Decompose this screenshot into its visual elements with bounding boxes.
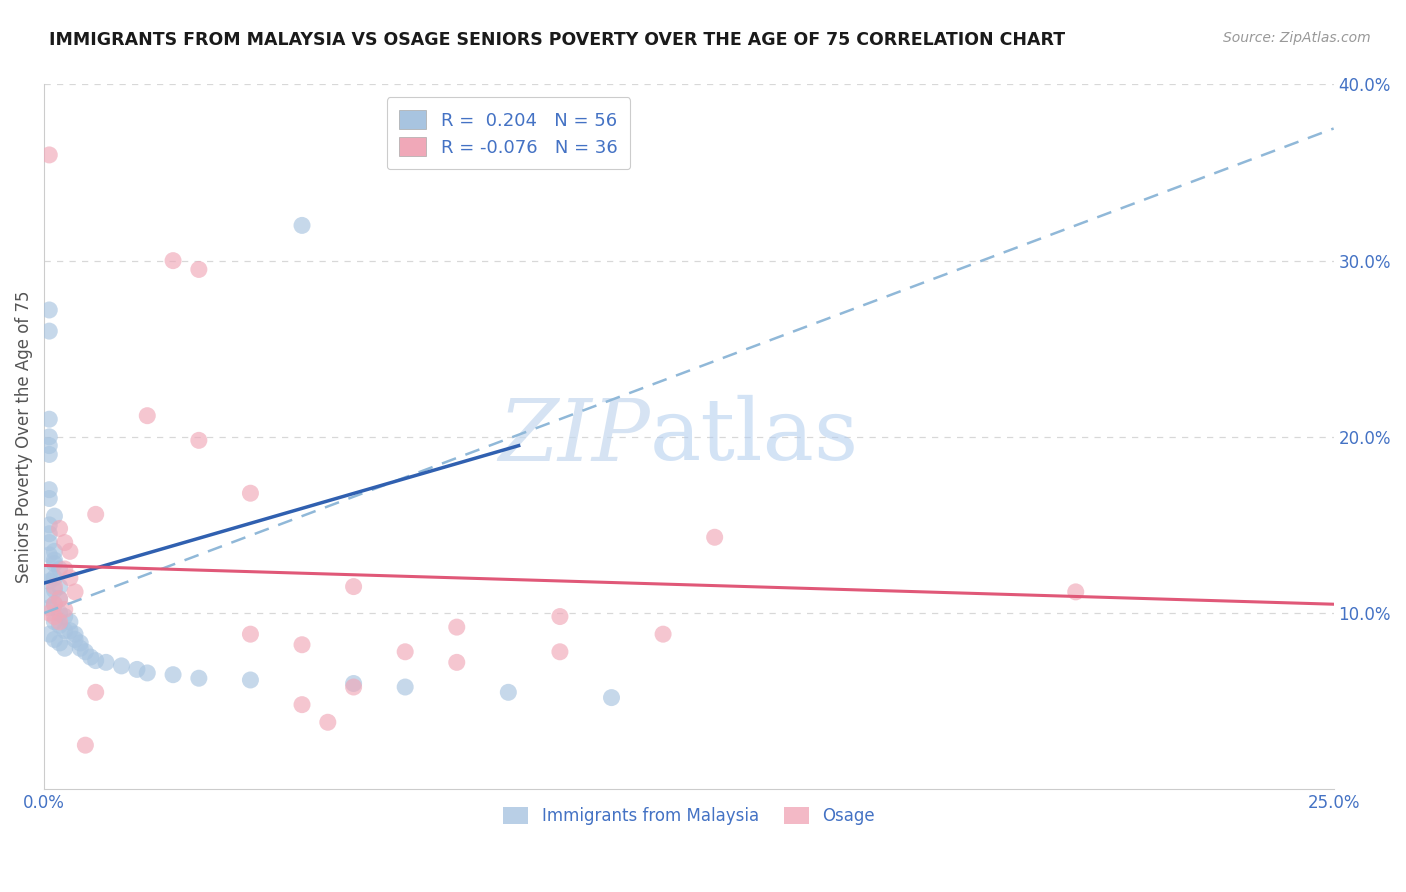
Point <box>38 483 60 497</box>
Point <box>75 738 97 752</box>
Point <box>162 667 184 681</box>
Point <box>63 627 86 641</box>
Text: IMMIGRANTS FROM MALAYSIA VS OSAGE SENIORS POVERTY OVER THE AGE OF 75 CORRELATION: IMMIGRANTS FROM MALAYSIA VS OSAGE SENIOR… <box>49 31 1066 49</box>
Point <box>38 588 60 602</box>
Point <box>548 645 571 659</box>
Point <box>48 591 70 606</box>
Point <box>44 553 66 567</box>
Point <box>44 557 66 571</box>
Point <box>48 618 70 632</box>
Point <box>48 591 70 606</box>
Point <box>38 574 60 589</box>
Point <box>44 544 66 558</box>
Point <box>600 690 623 705</box>
Point <box>84 508 107 522</box>
Point <box>291 638 314 652</box>
Text: ZIP: ZIP <box>498 395 650 478</box>
Point <box>69 636 91 650</box>
Point <box>498 685 520 699</box>
Point <box>48 606 70 620</box>
Point <box>446 656 468 670</box>
Point <box>63 585 86 599</box>
Point <box>110 659 132 673</box>
Point <box>316 715 339 730</box>
Point <box>44 597 66 611</box>
Point <box>38 567 60 582</box>
Point <box>53 624 76 638</box>
Point <box>38 600 60 615</box>
Point <box>44 580 66 594</box>
Point <box>342 680 364 694</box>
Point <box>187 434 209 448</box>
Point <box>38 430 60 444</box>
Point <box>38 548 60 562</box>
Point <box>162 253 184 268</box>
Point <box>38 148 60 162</box>
Point <box>84 685 107 699</box>
Point <box>53 562 76 576</box>
Point <box>342 676 364 690</box>
Point <box>48 636 70 650</box>
Point <box>239 486 262 500</box>
Point <box>239 627 262 641</box>
Point <box>63 632 86 647</box>
Point <box>291 219 314 233</box>
Point <box>69 641 91 656</box>
Point <box>38 412 60 426</box>
Legend: Immigrants from Malaysia, Osage: Immigrants from Malaysia, Osage <box>495 799 883 834</box>
Point <box>44 571 66 585</box>
Point <box>38 302 60 317</box>
Point <box>59 615 82 629</box>
Point <box>703 530 725 544</box>
Point <box>44 583 66 598</box>
Point <box>125 662 148 676</box>
Point <box>53 641 76 656</box>
Point <box>548 609 571 624</box>
Point <box>94 656 117 670</box>
Point <box>59 571 82 585</box>
Point <box>38 491 60 506</box>
Point <box>38 324 60 338</box>
Text: atlas: atlas <box>650 395 859 478</box>
Point <box>291 698 314 712</box>
Point <box>44 632 66 647</box>
Point <box>84 654 107 668</box>
Point <box>1064 585 1087 599</box>
Point <box>446 620 468 634</box>
Point <box>38 535 60 549</box>
Point <box>38 447 60 461</box>
Point <box>59 544 82 558</box>
Point <box>38 627 60 641</box>
Point <box>53 609 76 624</box>
Point <box>38 526 60 541</box>
Point <box>394 680 416 694</box>
Point <box>44 615 66 629</box>
Point <box>53 602 76 616</box>
Text: Source: ZipAtlas.com: Source: ZipAtlas.com <box>1223 31 1371 45</box>
Point <box>394 645 416 659</box>
Point <box>79 650 101 665</box>
Point <box>44 597 66 611</box>
Point <box>48 580 70 594</box>
Point <box>38 517 60 532</box>
Point <box>38 439 60 453</box>
Point <box>652 627 675 641</box>
Point <box>53 535 76 549</box>
Point <box>38 606 60 620</box>
Point <box>75 645 97 659</box>
Point <box>59 624 82 638</box>
Point <box>44 509 66 524</box>
Point <box>48 562 70 576</box>
Point <box>136 409 159 423</box>
Y-axis label: Seniors Poverty Over the Age of 75: Seniors Poverty Over the Age of 75 <box>15 291 32 583</box>
Point <box>44 609 66 624</box>
Point <box>48 615 70 629</box>
Point <box>239 673 262 687</box>
Point <box>48 521 70 535</box>
Point <box>136 665 159 680</box>
Point <box>187 262 209 277</box>
Point <box>187 671 209 685</box>
Point <box>342 580 364 594</box>
